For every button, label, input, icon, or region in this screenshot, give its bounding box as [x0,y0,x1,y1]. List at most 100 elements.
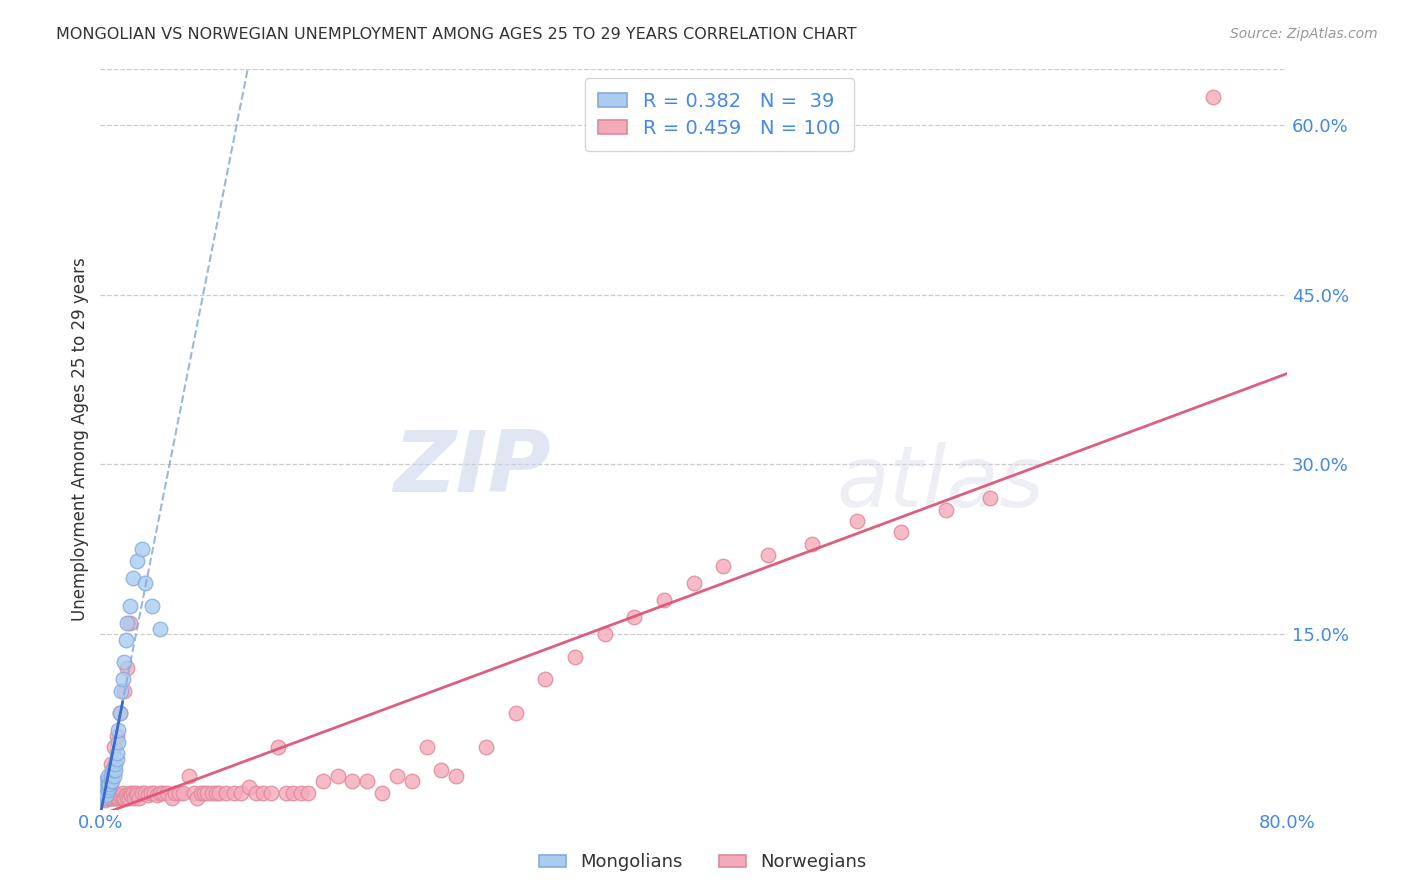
Point [205,786,228,800]
Point [98,791,121,805]
Point [401,774,423,789]
Point [90,788,112,802]
Point [110,791,132,805]
Point [103,791,125,805]
Point [94,793,117,807]
Point [283,786,305,800]
Point [115,661,138,675]
Point [114,788,136,802]
Point [131,786,153,800]
Point [979,491,1001,506]
Point [326,769,349,783]
Point [96,789,118,803]
Point [107,791,129,805]
Point [195,786,218,800]
Y-axis label: Unemployment Among Ages 25 to 29 years: Unemployment Among Ages 25 to 29 years [72,257,89,621]
Point [118,599,141,613]
Text: Source: ZipAtlas.com: Source: ZipAtlas.com [1230,27,1378,41]
Point [190,786,212,800]
Point [430,763,453,777]
Point [122,571,145,585]
Point [1202,90,1225,104]
Point [101,763,124,777]
Point [238,780,260,794]
Point [94,791,117,805]
Point [845,514,868,528]
Point [104,791,127,805]
Point [108,788,131,802]
Point [115,615,138,630]
Point [131,542,153,557]
Point [105,791,128,805]
Legend: R = 0.382   N =  39, R = 0.459   N = 100: R = 0.382 N = 39, R = 0.459 N = 100 [585,78,853,152]
Point [183,786,205,800]
Point [90,791,112,805]
Point [312,774,335,789]
Point [96,780,118,794]
Point [121,788,143,802]
Point [97,786,120,800]
Point [103,763,125,777]
Point [623,610,645,624]
Point [107,723,129,738]
Point [167,786,190,800]
Point [200,786,222,800]
Point [101,788,124,802]
Point [98,776,121,790]
Point [127,554,149,568]
Point [101,774,124,789]
Point [96,788,118,802]
Point [101,791,124,805]
Point [186,791,208,805]
Point [118,786,141,800]
Point [111,673,134,687]
Point [682,576,704,591]
Point [125,786,148,800]
Point [371,786,394,800]
Point [356,774,378,789]
Point [385,769,408,783]
Point [107,734,129,748]
Point [142,786,165,800]
Point [505,706,527,721]
Point [134,786,156,800]
Point [100,757,122,772]
Point [100,774,122,789]
Point [152,786,174,800]
Point [179,769,201,783]
Point [260,786,283,800]
Point [593,627,616,641]
Point [117,791,139,805]
Point [97,783,120,797]
Point [96,774,118,789]
Point [91,786,114,800]
Point [564,649,586,664]
Point [342,774,364,789]
Point [111,786,134,800]
Point [115,791,138,805]
Point [801,537,824,551]
Point [193,786,215,800]
Point [215,786,238,800]
Point [149,622,172,636]
Text: MONGOLIAN VS NORWEGIAN UNEMPLOYMENT AMONG AGES 25 TO 29 YEARS CORRELATION CHART: MONGOLIAN VS NORWEGIAN UNEMPLOYMENT AMON… [56,27,856,42]
Text: ZIP: ZIP [394,427,551,510]
Point [149,786,172,800]
Point [104,763,127,777]
Point [122,786,145,800]
Point [97,769,120,783]
Point [163,786,186,800]
Point [415,740,437,755]
Point [98,788,121,802]
Point [97,774,120,789]
Point [94,783,117,797]
Point [100,769,122,783]
Point [297,786,319,800]
Point [118,615,141,630]
Point [97,791,120,805]
Point [114,632,136,647]
Text: atlas: atlas [837,442,1045,525]
Point [112,791,135,805]
Point [160,791,183,805]
Point [112,656,135,670]
